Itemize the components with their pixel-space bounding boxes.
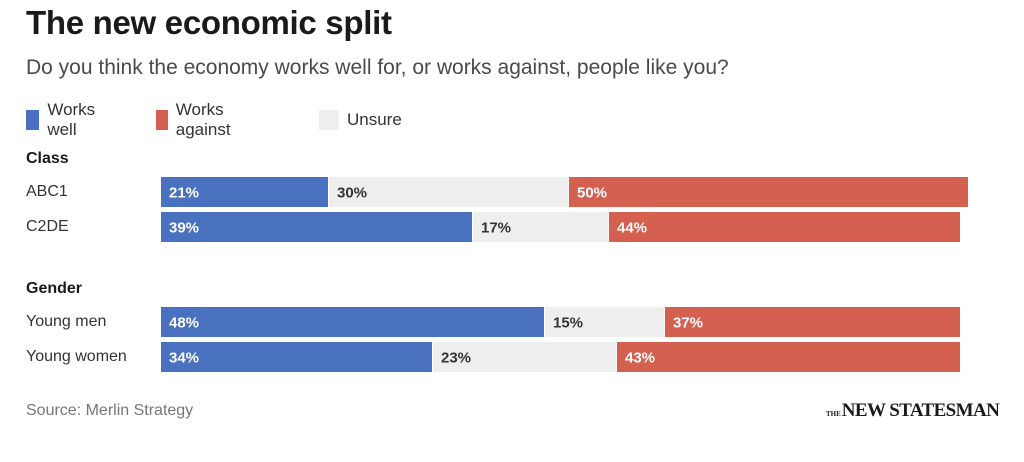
legend-swatch-unsure — [319, 110, 339, 130]
bar-unsure-young-men — [545, 307, 664, 337]
bar-works-against-c2de — [609, 212, 960, 242]
legend-label-works-against: Works against — [175, 100, 231, 139]
data-label-works-against-young-women: 43% — [625, 350, 655, 367]
data-label-unsure-young-women: 23% — [441, 350, 471, 367]
bar-works-against-young-men — [665, 307, 960, 337]
logo-prefix: THE — [826, 410, 841, 418]
row-label-young-women: Young women — [26, 348, 127, 365]
bar-unsure-young-women — [433, 342, 616, 372]
source-note: Source: Merlin Strategy — [26, 402, 194, 419]
legend-label-works-well: Works well — [47, 100, 96, 139]
data-label-unsure-young-men: 15% — [553, 315, 583, 332]
data-label-unsure-c2de: 17% — [481, 220, 511, 237]
group-title-class: Class — [26, 150, 69, 167]
bar-works-against-young-women — [617, 342, 960, 372]
data-label-works-well-young-women: 34% — [169, 350, 199, 367]
bar-works-well-c2de — [161, 212, 472, 242]
bar-works-well-young-women — [161, 342, 432, 372]
group-title-gender: Gender — [26, 280, 83, 297]
bar-works-against-abc1 — [569, 177, 968, 207]
row-label-c2de: C2DE — [26, 218, 69, 235]
legend-swatch-works-against — [156, 110, 168, 130]
data-label-works-against-abc1: 50% — [577, 185, 607, 202]
bar-unsure-abc1 — [329, 177, 568, 207]
data-label-works-well-young-men: 48% — [169, 315, 199, 332]
new-statesman-logo: THE NEW STATESMAN — [826, 400, 1000, 422]
logo-text: NEW STATESMAN — [841, 400, 1000, 421]
legend-label-unsure: Unsure — [347, 110, 402, 129]
legend-item-unsure: Unsure — [319, 109, 402, 131]
bar-works-well-abc1 — [161, 177, 328, 207]
row-label-young-men: Young men — [26, 313, 107, 330]
legend-item-works-against: Works against — [156, 100, 239, 139]
chart-subtitle: Do you think the economy works well for,… — [26, 56, 729, 79]
data-label-works-well-abc1: 21% — [169, 185, 199, 202]
row-label-abc1: ABC1 — [26, 183, 68, 200]
bar-works-well-young-men — [161, 307, 544, 337]
legend-swatch-works-well — [26, 110, 40, 130]
data-label-works-against-c2de: 44% — [617, 220, 647, 237]
legend-item-works-well: Works well — [26, 100, 102, 139]
data-label-works-against-young-men: 37% — [673, 315, 703, 332]
data-label-works-well-c2de: 39% — [169, 220, 199, 237]
bar-unsure-c2de — [473, 212, 608, 242]
data-label-unsure-abc1: 30% — [337, 185, 367, 202]
chart-title: The new economic split — [26, 4, 392, 41]
